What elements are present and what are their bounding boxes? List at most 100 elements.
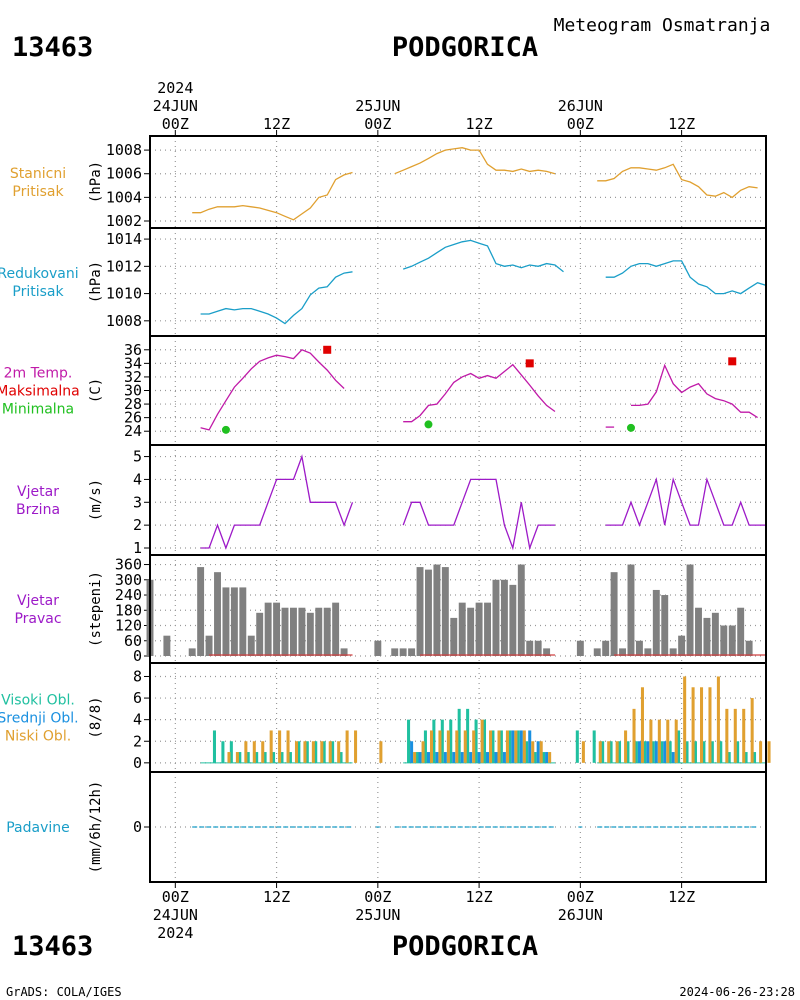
wind-direction-bar: [745, 640, 753, 656]
cloud-bar-high: [685, 741, 689, 763]
wind-direction-bar: [306, 612, 314, 656]
cloud-bar-low: [725, 708, 729, 763]
hour-label-top: 12Z: [263, 115, 290, 133]
cloud-bar-low: [438, 730, 442, 763]
y-tick-label: 36: [124, 341, 142, 359]
cloud-bar-high: [499, 730, 503, 763]
wind-direction-bar: [264, 602, 272, 656]
cloud-bar-low: [489, 730, 493, 763]
station-pressure-line: [394, 147, 556, 175]
wind-direction-bar: [281, 607, 289, 656]
wind-direction-bar: [247, 635, 255, 656]
temperature-line: [403, 363, 556, 423]
tmax-marker: [323, 345, 332, 354]
wind-direction-bar: [661, 595, 669, 656]
wind-direction-bar: [408, 648, 416, 656]
y-tick-label: 0: [133, 818, 142, 836]
wind-direction-bar: [441, 567, 449, 656]
cloud-bar-mid: [469, 752, 473, 763]
wind-direction-bar: [323, 607, 331, 656]
cloud-bar-high: [693, 741, 697, 763]
footer-timestamp: 2024-06-26-23:28: [679, 985, 795, 999]
cloud-bar-high: [525, 741, 529, 763]
cloud-bar-mid: [502, 752, 506, 763]
cloud-bar-low: [294, 741, 299, 763]
y-tick-label: 26: [124, 409, 142, 427]
cloud-bar-low: [337, 741, 341, 763]
cloud-bar-high: [263, 752, 267, 763]
wind-direction-bar: [256, 612, 264, 656]
y-axis-unit: (hPa): [88, 161, 104, 203]
cloud-bar-mid: [663, 741, 667, 763]
cloud-bar-low: [581, 741, 585, 763]
y-tick-label: 1006: [106, 165, 142, 183]
cloud-bar-low: [632, 708, 636, 763]
wind-direction-bar: [475, 602, 483, 656]
y-tick-label: 1012: [106, 257, 142, 275]
cloud-bar-high: [736, 741, 740, 763]
cloud-bar-high: [314, 741, 318, 763]
cloud-bar-low: [750, 698, 754, 763]
wind-direction-bar: [298, 607, 306, 656]
cloud-bar-low: [463, 730, 467, 763]
tmin-marker: [424, 420, 433, 429]
y-axis-unit: (C): [88, 378, 104, 403]
hour-label-top: 00Z: [162, 115, 189, 133]
wind-direction-bar: [500, 579, 508, 656]
series-label: Niski Obl.: [5, 729, 71, 745]
cloud-bar-low: [624, 730, 628, 763]
cloud-bar-high: [474, 719, 478, 763]
cloud-bar-low: [700, 687, 704, 763]
panel-station_pressure: 1002 1004 1006 1008 Stanicni Pritisak (hPa): [10, 135, 767, 230]
cloud-bar-high: [601, 741, 605, 763]
cloud-bar-mid: [435, 752, 439, 763]
cloud-bar-high: [516, 730, 520, 763]
wind-direction-bar: [703, 617, 711, 656]
series-label: Pravac: [14, 611, 61, 627]
y-tick-label: 1010: [106, 285, 142, 303]
hour-label-top: 12Z: [668, 115, 695, 133]
cloud-bar-high: [753, 752, 757, 763]
wind-direction-bar: [593, 648, 601, 656]
cloud-bar-high: [660, 741, 664, 763]
hour-label-bottom: 00Z: [567, 888, 594, 906]
y-tick-label: 34: [124, 354, 142, 372]
panel-frame: [149, 444, 767, 556]
wind-direction-bar: [635, 640, 643, 656]
cloud-bar-high: [651, 741, 655, 763]
station-name-top: PODGORICA: [392, 32, 538, 63]
wind-direction-bar: [222, 587, 230, 656]
cloud-bar-high: [297, 741, 301, 763]
y-tick-label: 0: [133, 647, 142, 665]
cloud-bar-low: [548, 752, 552, 763]
date-label-bottom: 24JUN: [153, 906, 198, 924]
cloud-bar-low: [269, 730, 273, 763]
station-pressure-line: [597, 163, 758, 199]
wind-speed-line: [200, 454, 354, 550]
hour-label-top: 00Z: [364, 115, 391, 133]
wind-direction-bar: [534, 640, 542, 656]
series-label: Padavine: [6, 820, 70, 836]
cloud-bar-mid: [671, 752, 675, 763]
cloud-bar-high: [423, 730, 427, 763]
cloud-bar-high: [617, 741, 622, 763]
reduced-pressure-line: [402, 239, 564, 273]
cloud-bar-low: [649, 719, 653, 763]
cloud-bar-high: [491, 730, 495, 763]
panel-clouds: 0 2 4 6 8 Visoki Obl. Srednji Obl. Niski Obl. (8…: [0, 662, 771, 773]
series-label: Srednji Obl.: [0, 711, 79, 727]
reduced-pressure-line: [200, 271, 353, 325]
cloud-bar-low: [666, 719, 670, 763]
cloud-bar-low: [413, 752, 417, 763]
station-name-bottom: PODGORICA: [392, 931, 538, 962]
cloud-bar-high: [508, 730, 512, 763]
panel-frame: [149, 227, 767, 337]
wind-direction-bar: [686, 564, 694, 656]
wind-direction-bar: [737, 607, 745, 656]
cloud-bar-low: [227, 752, 231, 763]
wind-direction-bar: [509, 584, 517, 656]
cloud-bar-low: [522, 730, 526, 763]
cloud-bar-low: [514, 730, 518, 763]
cloud-bar-high: [592, 730, 596, 763]
y-tick-label: 6: [133, 689, 142, 707]
